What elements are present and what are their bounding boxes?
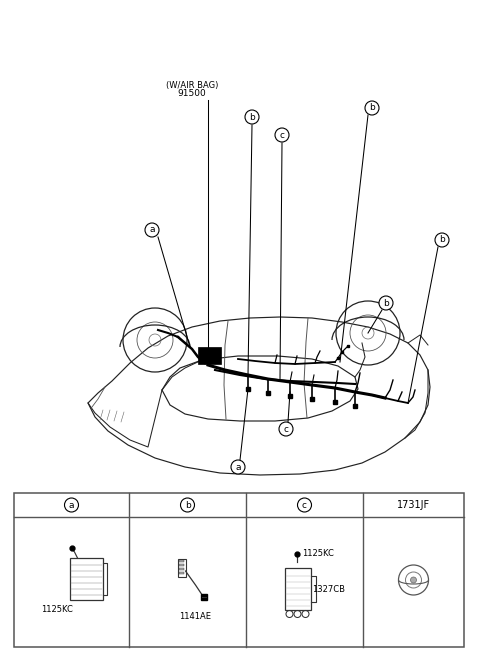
Text: 1731JF: 1731JF [397, 500, 430, 510]
Text: b: b [439, 236, 445, 244]
Circle shape [379, 296, 393, 310]
Bar [179, 563, 183, 566]
Text: c: c [279, 130, 285, 140]
Bar [179, 572, 183, 574]
Text: (W/AIR BAG): (W/AIR BAG) [166, 81, 218, 90]
Circle shape [279, 422, 293, 436]
Circle shape [298, 498, 312, 512]
Circle shape [410, 577, 417, 583]
Text: a: a [149, 225, 155, 234]
Bar [178, 559, 185, 577]
Text: c: c [284, 424, 288, 434]
Text: a: a [69, 500, 74, 510]
Bar [70, 558, 103, 600]
Text: 1327CB: 1327CB [312, 586, 346, 595]
Text: a: a [235, 462, 241, 472]
FancyBboxPatch shape [197, 346, 220, 364]
Circle shape [231, 460, 245, 474]
Circle shape [180, 498, 194, 512]
Circle shape [145, 223, 159, 237]
Bar [179, 559, 183, 562]
Circle shape [435, 233, 449, 247]
Circle shape [365, 101, 379, 115]
Text: c: c [302, 500, 307, 510]
Circle shape [64, 498, 79, 512]
Text: b: b [383, 299, 389, 307]
Circle shape [245, 110, 259, 124]
Bar [285, 568, 311, 610]
Text: 91500: 91500 [178, 89, 206, 98]
Text: b: b [185, 500, 191, 510]
Bar [14, 493, 464, 647]
Text: 1125KC: 1125KC [302, 550, 335, 559]
Text: b: b [369, 103, 375, 113]
Bar [179, 567, 183, 570]
Text: 1141AE: 1141AE [180, 612, 212, 621]
Text: 1125KC: 1125KC [42, 605, 73, 614]
Circle shape [275, 128, 289, 142]
Text: b: b [249, 113, 255, 121]
